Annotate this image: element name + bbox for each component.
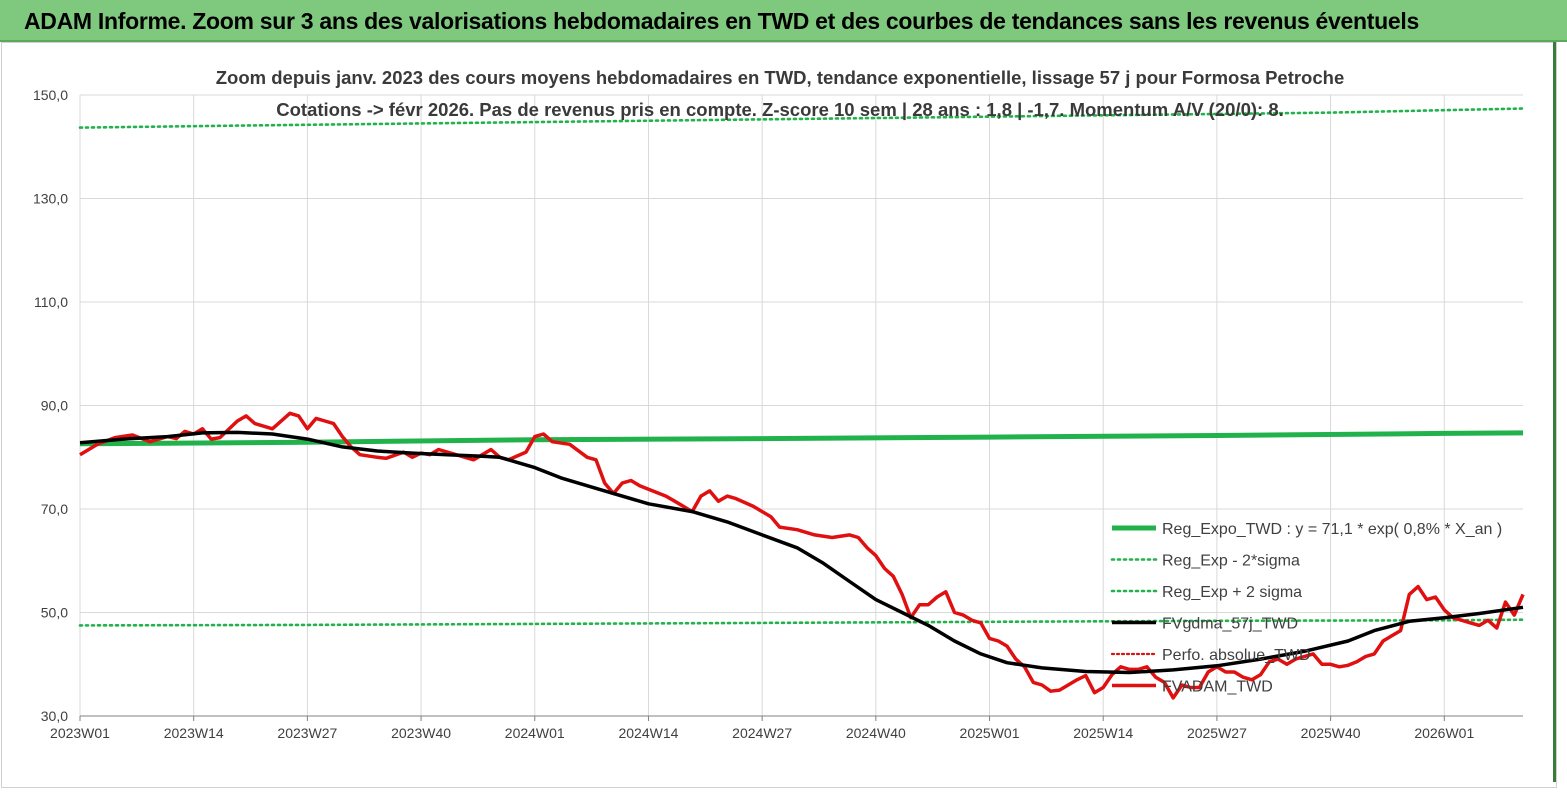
legend-entry-regression: Reg_Expo_TWD : y = 71,1 * exp( 0,8% * X_… bbox=[1112, 521, 1502, 538]
y-tick-label: 130,0 bbox=[33, 191, 68, 207]
title-banner: ADAM Informe. Zoom sur 3 ans des valoris… bbox=[0, 0, 1567, 42]
x-tick-label: 2023W40 bbox=[391, 725, 451, 741]
x-tick-label: 2024W40 bbox=[846, 725, 906, 741]
legend-label: Reg_Exp - 2*sigma bbox=[1162, 553, 1300, 570]
legend-label: FVgdma_57j_TWD bbox=[1162, 616, 1298, 633]
y-tick-label: 110,0 bbox=[34, 294, 68, 310]
legend-label: FVADAM_TWD bbox=[1162, 679, 1273, 696]
x-tick-label: 2025W01 bbox=[960, 725, 1020, 741]
grid-layer bbox=[79, 94, 1523, 717]
banner-title: ADAM Informe. Zoom sur 3 ans des valoris… bbox=[24, 8, 1419, 34]
price-line bbox=[79, 411, 1525, 700]
legend-entry-price: FVADAM_TWD bbox=[1112, 679, 1273, 696]
legend-label: Perfo. absolue_TWD bbox=[1162, 647, 1311, 664]
x-tick-label: 2023W14 bbox=[164, 725, 224, 741]
legend: Reg_Expo_TWD : y = 71,1 * exp( 0,8% * X_… bbox=[1110, 521, 1502, 696]
x-tick-label: 2024W27 bbox=[732, 725, 792, 741]
legend-label: Reg_Exp + 2 sigma bbox=[1162, 584, 1302, 601]
chart-title: Zoom depuis janv. 2023 des cours moyens … bbox=[216, 67, 1344, 88]
series-layer bbox=[78, 107, 1525, 700]
x-tick-label: 2025W14 bbox=[1073, 725, 1133, 741]
y-tick-label: 30,0 bbox=[41, 708, 68, 724]
legend-label: Reg_Expo_TWD : y = 71,1 * exp( 0,8% * X_… bbox=[1162, 521, 1502, 538]
legend-entry-perf-absolue: Perfo. absolue_TWD bbox=[1110, 647, 1311, 664]
y-tick-label: 90,0 bbox=[41, 398, 68, 414]
lower-sigma-line bbox=[78, 618, 1525, 627]
x-tick-label: 2026W01 bbox=[1414, 725, 1474, 741]
chart-frame bbox=[1, 42, 1557, 788]
x-tick-label: 2023W27 bbox=[277, 725, 337, 741]
x-tick-label: 2025W40 bbox=[1301, 725, 1361, 741]
upper-sigma-line bbox=[78, 107, 1525, 129]
y-tick-label: 70,0 bbox=[41, 501, 68, 517]
x-tick-label: 2024W01 bbox=[505, 725, 565, 741]
chart-subtitle: Cotations -> févr 2026. Pas de revenus p… bbox=[276, 99, 1284, 120]
frame-right-edge bbox=[1553, 42, 1556, 782]
axis-layer: 30,0 50,0 70,0 90,0 110,0 130,0 150,0 2023W01 20… bbox=[33, 87, 1523, 741]
legend-entry-upper-sigma: Reg_Exp + 2 sigma bbox=[1110, 584, 1302, 601]
x-tick-label: 2023W01 bbox=[50, 725, 110, 741]
y-tick-label: 150,0 bbox=[33, 87, 68, 103]
x-tick-label: 2024W14 bbox=[618, 725, 678, 741]
legend-entry-smoothed: FVgdma_57j_TWD bbox=[1112, 616, 1298, 633]
smoothed-line bbox=[79, 430, 1524, 675]
y-tick-label: 50,0 bbox=[41, 605, 68, 621]
legend-entry-lower-sigma: Reg_Exp - 2*sigma bbox=[1110, 553, 1300, 570]
x-tick-label: 2025W27 bbox=[1187, 725, 1247, 741]
